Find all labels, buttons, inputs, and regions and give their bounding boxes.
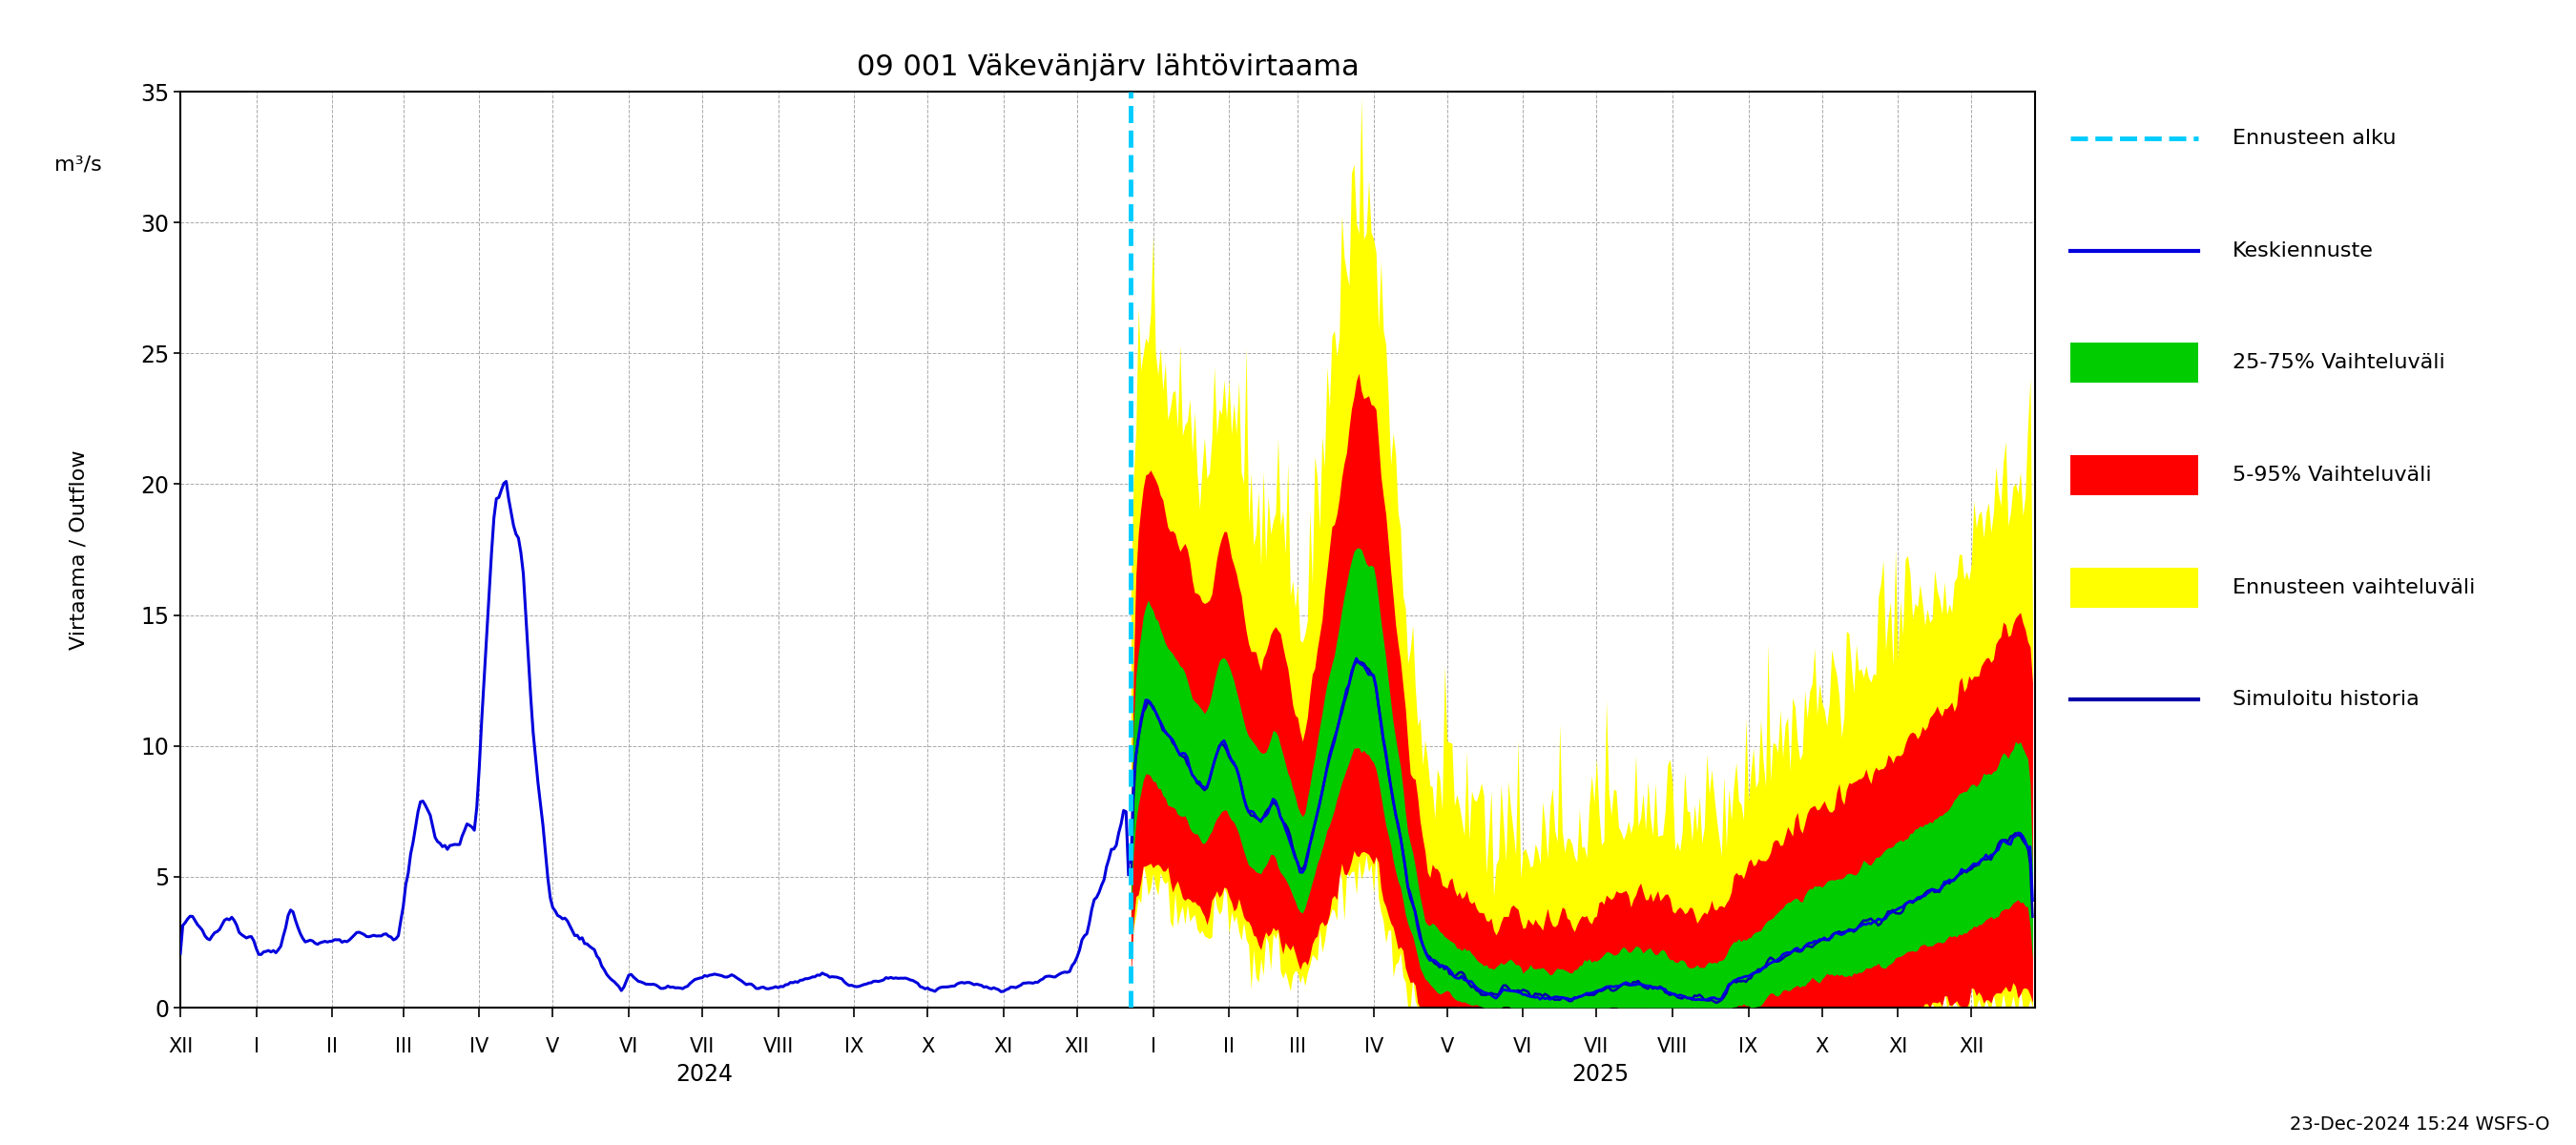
Text: III: III — [1288, 1036, 1306, 1056]
Text: I: I — [1149, 1036, 1157, 1056]
Text: I: I — [252, 1036, 260, 1056]
Text: Ennusteen vaihteluväli: Ennusteen vaihteluväli — [2231, 578, 2476, 597]
FancyBboxPatch shape — [2071, 344, 2197, 382]
Text: VI: VI — [1512, 1036, 1533, 1056]
Text: XII: XII — [1958, 1036, 1984, 1056]
Text: IX: IX — [845, 1036, 863, 1056]
Text: IV: IV — [1363, 1036, 1383, 1056]
Text: 23-Dec-2024 15:24 WSFS-O: 23-Dec-2024 15:24 WSFS-O — [2290, 1115, 2550, 1134]
Text: Virtaama / Outflow: Virtaama / Outflow — [70, 450, 88, 649]
Text: 25-75% Vaihteluväli: 25-75% Vaihteluväli — [2231, 354, 2445, 372]
FancyBboxPatch shape — [2071, 568, 2197, 608]
Text: 5-95% Vaihteluväli: 5-95% Vaihteluväli — [2231, 466, 2432, 484]
Text: VII: VII — [690, 1036, 714, 1056]
Text: XII: XII — [167, 1036, 193, 1056]
Text: V: V — [546, 1036, 559, 1056]
Text: VIII: VIII — [1656, 1036, 1687, 1056]
Text: XI: XI — [1888, 1036, 1906, 1056]
Text: VIII: VIII — [762, 1036, 793, 1056]
Text: Simuloitu historia: Simuloitu historia — [2231, 690, 2419, 709]
Title: 09 001 Väkevänjärv lähtövirtaama: 09 001 Väkevänjärv lähtövirtaama — [855, 54, 1360, 81]
Text: XII: XII — [1064, 1036, 1090, 1056]
Text: Keskiennuste: Keskiennuste — [2231, 242, 2372, 260]
Text: III: III — [394, 1036, 412, 1056]
Text: X: X — [1816, 1036, 1829, 1056]
Text: 2024: 2024 — [675, 1064, 734, 1087]
Text: IV: IV — [469, 1036, 489, 1056]
Text: X: X — [920, 1036, 935, 1056]
Text: II: II — [327, 1036, 337, 1056]
Text: VII: VII — [1584, 1036, 1610, 1056]
Text: XI: XI — [994, 1036, 1012, 1056]
Text: m³/s: m³/s — [54, 156, 103, 174]
Text: IX: IX — [1739, 1036, 1757, 1056]
Text: Ennusteen alku: Ennusteen alku — [2231, 129, 2396, 148]
Text: 2025: 2025 — [1571, 1064, 1628, 1087]
FancyBboxPatch shape — [2071, 455, 2197, 495]
Text: II: II — [1224, 1036, 1234, 1056]
Text: V: V — [1440, 1036, 1453, 1056]
Text: VI: VI — [618, 1036, 639, 1056]
